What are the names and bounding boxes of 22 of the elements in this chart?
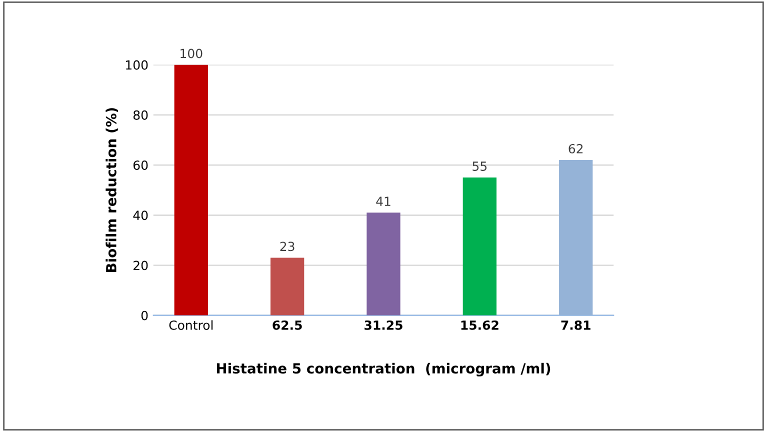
x-tick-label: 62.5	[272, 320, 302, 330]
y-tick-label: 60	[134, 160, 148, 170]
x-tick-label: Control	[169, 320, 213, 330]
x-tick-label: 15.62	[461, 320, 498, 330]
y-tick-label: 40	[133, 210, 148, 220]
y-tick-label: 0	[141, 310, 148, 320]
data-label: 100	[180, 48, 202, 58]
x-axis-title: Histatine 5 concentration (microgram /ml)	[216, 362, 550, 376]
data-label: 62	[568, 144, 583, 154]
bar	[174, 64, 208, 316]
x-tick-label: 7.81	[561, 320, 590, 330]
data-label: 41	[376, 196, 390, 206]
y-axis-title: Biofilm reduction (%)	[106, 108, 118, 272]
y-tick-label: 100	[126, 60, 148, 70]
x-tick-label: 31.25	[364, 320, 402, 330]
bar	[462, 178, 497, 316]
bar	[270, 258, 304, 316]
y-tick-label: 80	[133, 110, 148, 120]
data-label: 23	[280, 242, 294, 252]
y-tick-label: 20	[134, 260, 148, 270]
data-label: 55	[472, 162, 487, 171]
bar	[366, 212, 400, 316]
